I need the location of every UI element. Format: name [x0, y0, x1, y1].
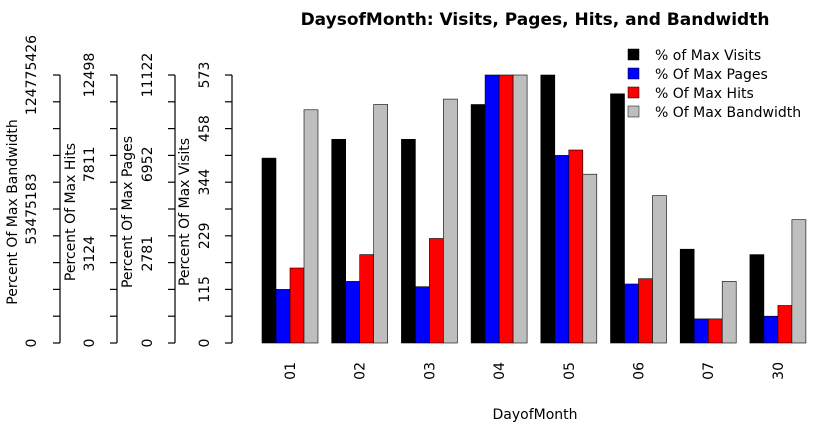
y-axis-label: Percent Of Max Visits [177, 138, 193, 286]
bar-30-series-4 [791, 219, 807, 344]
bar-06-series-4 [652, 195, 667, 344]
bar-02-series-3 [359, 254, 375, 344]
y-tick-label: 7811 [82, 146, 98, 182]
x-tick-label: 04 [492, 362, 508, 380]
legend-label: % Of Max Hits [655, 86, 754, 102]
bar-07-series-1 [679, 248, 695, 344]
legend-swatch [627, 67, 640, 80]
x-tick-label: 03 [422, 362, 438, 380]
y-tick-label: 11122 [140, 53, 156, 98]
y-tick-label: 115 [197, 276, 213, 303]
bar-01-series-1 [261, 157, 277, 344]
y-axis-label: Percent Of Max Hits [63, 143, 79, 281]
y-tick-label: 0 [197, 339, 213, 348]
bar-03-series-3 [429, 238, 444, 344]
bar-02-series-4 [373, 104, 389, 344]
y-tick-label: 124775426 [24, 35, 40, 115]
legend-swatch [627, 86, 640, 99]
bars [261, 74, 807, 344]
bar-01-series-3 [289, 267, 305, 344]
y-tick-label: 6952 [140, 146, 156, 182]
bar-06-series-1 [610, 93, 625, 344]
y-tick-label: 53475183 [24, 173, 40, 244]
x-tick-label: 06 [632, 362, 648, 380]
bar-05-series-1 [540, 74, 556, 344]
bar-06-series-2 [624, 283, 639, 344]
y-tick-label: 344 [197, 169, 213, 196]
legend-label: % Of Max Pages [655, 67, 768, 83]
y-tick-label: 0 [24, 339, 40, 348]
bar-02-series-1 [331, 139, 347, 344]
bar-03-series-2 [415, 286, 430, 344]
bar-04-series-3 [498, 74, 514, 344]
legend: % of Max Visits % Of Max Pages % Of Max Hi… [627, 48, 801, 121]
bar-04-series-1 [470, 104, 486, 344]
bar-02-series-2 [345, 281, 361, 344]
y-axis-label: Percent Of Max Pages [120, 136, 136, 288]
bar-04-series-4 [512, 74, 528, 344]
bar-07-series-4 [721, 281, 737, 344]
y-tick-label: 12498 [82, 53, 98, 98]
bar-03-series-4 [443, 98, 458, 344]
bar-30-series-2 [763, 315, 779, 344]
y-tick-label: 3124 [82, 236, 98, 272]
x-tick-label: 05 [562, 362, 578, 380]
legend-swatch [627, 48, 640, 61]
legend-label: % of Max Visits [655, 48, 761, 64]
y-tick-label: 2781 [140, 236, 156, 272]
y-axes: 0 115 229 344 458 573 Percent Of Max Visits 0 27… [5, 35, 233, 348]
bar-07-series-2 [693, 318, 709, 344]
x-tick-label: 30 [771, 362, 787, 380]
bar-07-series-3 [707, 318, 723, 344]
x-tick-label: 01 [283, 362, 299, 380]
legend-swatch [627, 105, 640, 118]
bar-30-series-1 [749, 254, 765, 344]
y-tick-label: 229 [197, 222, 213, 249]
y-tick-label: 458 [197, 115, 213, 142]
y-axis-label: Percent Of Max Bandwidth [5, 119, 21, 304]
x-axis-label: DayofMonth [492, 407, 577, 423]
chart-title: DaysofMonth: Visits, Pages, Hits, and Ba… [301, 10, 770, 30]
x-tick-label: 07 [701, 362, 717, 380]
bar-04-series-2 [484, 74, 500, 344]
y-tick-label: 573 [197, 62, 213, 89]
bar-06-series-3 [638, 278, 653, 344]
x-tick-label: 02 [353, 362, 369, 380]
bar-03-series-1 [401, 139, 416, 344]
bar-30-series-3 [777, 305, 793, 344]
bar-01-series-4 [303, 109, 319, 344]
bar-01-series-2 [275, 289, 291, 344]
legend-label: % Of Max Bandwidth [655, 105, 801, 121]
bar-05-series-3 [568, 149, 584, 344]
bar-05-series-4 [582, 173, 598, 344]
y-tick-label: 0 [82, 339, 98, 348]
y-tick-label: 0 [140, 339, 156, 348]
bar-05-series-2 [554, 155, 570, 344]
x-tick-labels: 01 02 03 04 05 06 07 30 [283, 362, 787, 380]
